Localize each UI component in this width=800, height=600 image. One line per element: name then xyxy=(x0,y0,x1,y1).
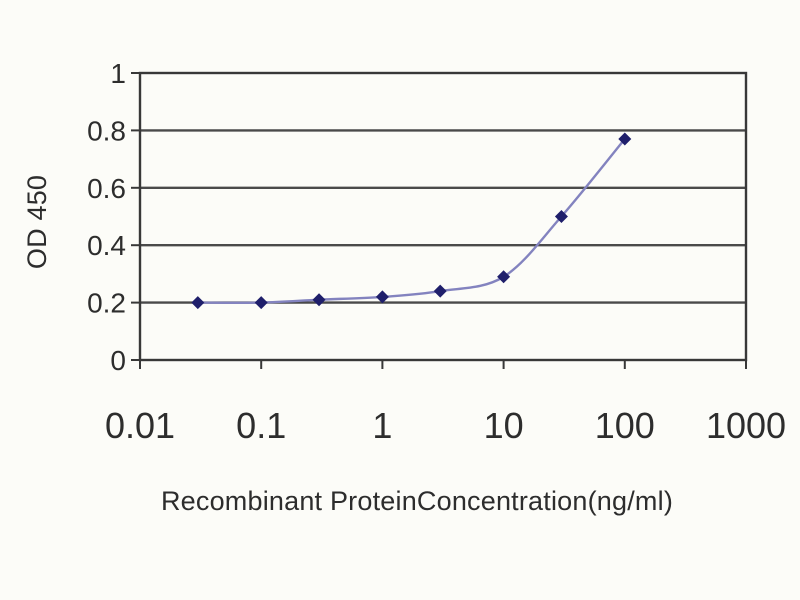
data-point-marker-0.3 xyxy=(312,293,326,307)
x-tick-label-100: 100 xyxy=(595,405,655,446)
x-tick-label-1: 1 xyxy=(372,405,392,446)
data-point-marker-0.03 xyxy=(191,296,205,310)
y-tick-label-0: 0 xyxy=(110,345,126,376)
data-point-marker-3 xyxy=(433,284,447,298)
plot-frame xyxy=(138,71,748,362)
x-tick-label-1000: 1000 xyxy=(706,405,786,446)
x-tick-label-0.01: 0.01 xyxy=(105,405,175,446)
data-point-marker-0.1 xyxy=(254,296,268,310)
y-tick-label-0.2: 0.2 xyxy=(87,288,126,319)
data-point-marker-1 xyxy=(375,290,389,304)
y-tick-label-1: 1 xyxy=(110,58,126,89)
y-tick-label-0.6: 0.6 xyxy=(87,173,126,204)
data-point-marker-100 xyxy=(618,132,632,146)
x-tick-label-0.1: 0.1 xyxy=(236,405,286,446)
x-tick-label-10: 10 xyxy=(484,405,524,446)
y-tick-label-0.8: 0.8 xyxy=(87,115,126,146)
x-axis-title: Recombinant ProteinConcentration(ng/ml) xyxy=(160,486,674,516)
data-point-marker-30 xyxy=(554,210,568,223)
y-axis-title: OD 450 xyxy=(22,174,52,270)
y-tick-label-0.4: 0.4 xyxy=(87,230,126,261)
data-point-marker-10 xyxy=(497,270,511,284)
